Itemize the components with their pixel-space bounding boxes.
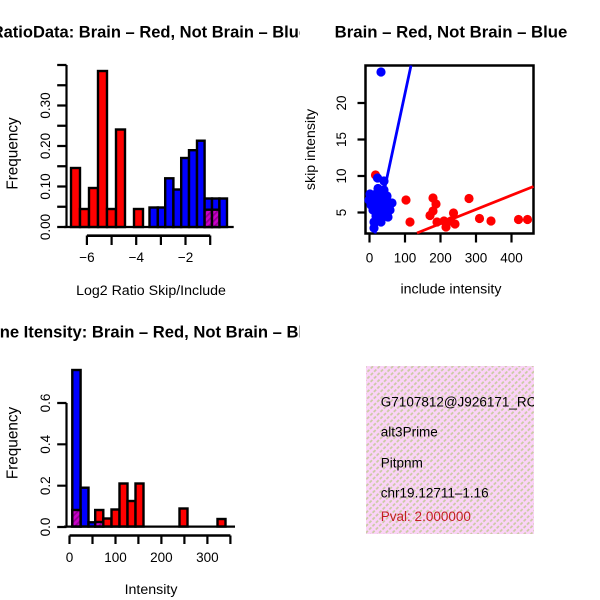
svg-text:0.6: 0.6 (38, 394, 53, 413)
svg-text:0.2: 0.2 (38, 476, 53, 495)
svg-text:RatioData: Brain – Red, Not Br: RatioData: Brain – Red, Not Brain – Blue (0, 24, 308, 42)
svg-text:0: 0 (366, 251, 374, 266)
svg-text:Intensity: Intensity (125, 582, 179, 598)
svg-text:200: 200 (429, 251, 452, 266)
svg-text:200: 200 (150, 550, 173, 565)
svg-text:Pval: 2.000000: Pval: 2.000000 (381, 509, 471, 524)
svg-text:100: 100 (394, 251, 417, 266)
svg-text:0.10: 0.10 (38, 173, 53, 199)
svg-text:0.30: 0.30 (38, 92, 53, 118)
svg-text:10: 10 (334, 168, 349, 183)
svg-text:400: 400 (500, 251, 523, 266)
svg-text:ne Itensity: Brain – Red, Not: ne Itensity: Brain – Red, Not Brain – Bl… (0, 323, 322, 342)
svg-text:20: 20 (334, 95, 349, 110)
svg-text:include intensity: include intensity (401, 282, 503, 298)
svg-text:300: 300 (196, 550, 219, 565)
svg-text:−4: −4 (129, 250, 145, 265)
svg-text:5: 5 (334, 209, 349, 217)
svg-text:Brain – Red, Not Brain – Blue: Brain – Red, Not Brain – Blue (335, 23, 568, 42)
svg-text:G7107812@J926171_RC008: G7107812@J926171_RC008 (381, 395, 559, 410)
svg-text:0.20: 0.20 (38, 133, 53, 159)
svg-text:−2: −2 (178, 250, 193, 265)
svg-text:15: 15 (334, 132, 349, 147)
svg-text:skip intensity: skip intensity (303, 108, 319, 190)
svg-text:0.00: 0.00 (38, 214, 53, 240)
svg-text:alt3Prime: alt3Prime (381, 425, 438, 440)
svg-text:chr19.12711–1.16: chr19.12711–1.16 (381, 485, 489, 500)
svg-text:Frequency: Frequency (5, 407, 22, 480)
svg-text:Log2 Ratio Skip/Include: Log2 Ratio Skip/Include (76, 283, 226, 299)
svg-text:0.0: 0.0 (38, 518, 53, 537)
svg-text:0: 0 (66, 550, 74, 565)
svg-text:−6: −6 (79, 250, 94, 265)
svg-text:Frequency: Frequency (5, 117, 22, 190)
svg-text:300: 300 (465, 251, 488, 266)
svg-text:100: 100 (104, 550, 127, 565)
svg-text:Pitpnm: Pitpnm (381, 455, 423, 470)
svg-text:0.4: 0.4 (38, 434, 53, 453)
